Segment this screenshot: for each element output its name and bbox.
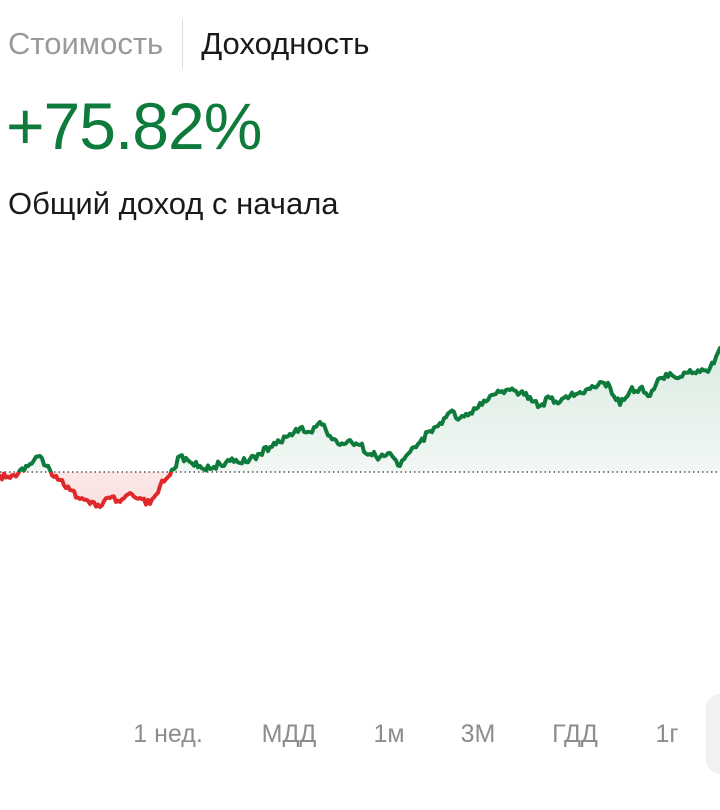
tab-divider [182, 19, 184, 69]
total-return-label: Общий доход с начала [8, 186, 339, 221]
range-selector: 1 нед. МДД 1м 3М ГДД 1г [0, 712, 720, 762]
chart-area-negative [0, 472, 720, 507]
tab-return[interactable]: Доходность [201, 26, 370, 61]
chart-line-positive [2, 346, 720, 472]
return-chart[interactable] [0, 300, 720, 680]
range-1-year[interactable]: 1г [655, 720, 679, 748]
range-ytd-month[interactable]: МДД [261, 720, 317, 748]
total-return-value: +75.82% [6, 89, 262, 163]
range-3-months[interactable]: 3М [460, 720, 496, 748]
chart-line-negative [0, 472, 208, 509]
range-1-month[interactable]: 1м [373, 720, 405, 748]
range-selected-indicator[interactable] [706, 694, 720, 774]
tab-value[interactable]: Стоимость [8, 26, 164, 61]
range-1-week[interactable]: 1 нед. [133, 720, 203, 748]
view-tabs: Стоимость Доходность [8, 18, 369, 70]
chart-area-positive [0, 348, 720, 472]
range-ytd[interactable]: ГДД [552, 720, 598, 748]
